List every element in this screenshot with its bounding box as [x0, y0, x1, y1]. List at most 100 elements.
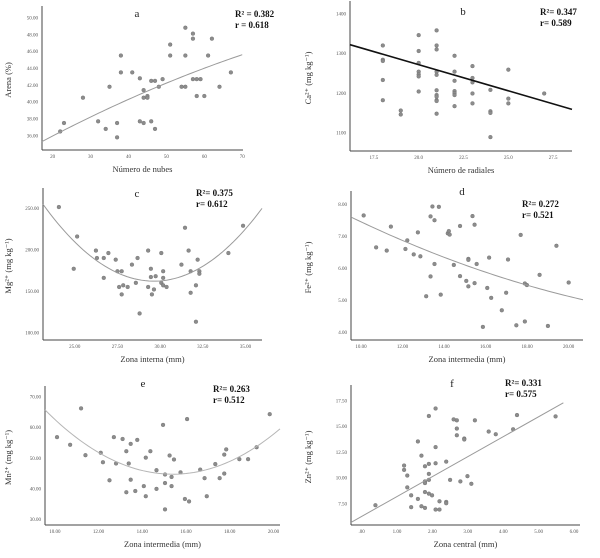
fit-line	[42, 203, 263, 282]
data-point	[409, 493, 414, 498]
data-point	[78, 406, 84, 411]
data-point	[56, 204, 61, 210]
r-squared-label: R²= 0.375	[196, 188, 233, 198]
data-point	[553, 414, 558, 419]
data-point	[224, 447, 229, 452]
data-point	[190, 31, 196, 36]
data-point	[506, 67, 511, 72]
y-tick-label: 40.00	[30, 487, 42, 492]
data-point	[183, 25, 188, 30]
data-point	[457, 274, 463, 279]
x-tick-label: 25.0	[504, 156, 513, 161]
x-tick-label: 27.50	[112, 345, 124, 350]
data-point	[486, 429, 491, 434]
y-tick-label: 38.00	[27, 118, 39, 123]
data-point	[195, 257, 200, 262]
data-point	[506, 96, 511, 101]
data-point	[487, 255, 492, 260]
data-point	[107, 84, 112, 89]
r-squared-label: R²= 0.263	[213, 384, 250, 394]
data-point	[452, 53, 457, 58]
data-point	[162, 480, 168, 486]
r-squared-label: R²= 0.272	[522, 199, 559, 209]
data-point	[504, 290, 509, 295]
panel-letter: c	[135, 188, 140, 200]
data-point	[151, 287, 157, 292]
data-point	[485, 285, 490, 291]
data-point	[75, 234, 80, 239]
data-point	[186, 248, 191, 253]
data-point	[466, 284, 471, 289]
panel-letter: f	[450, 378, 454, 390]
data-point	[149, 119, 154, 124]
y-tick-label: 1400	[336, 13, 347, 18]
data-point	[154, 468, 159, 473]
x-tick-label: 32.50	[197, 345, 209, 350]
data-point	[179, 84, 184, 89]
data-point	[470, 101, 475, 106]
y-tick-label: 7.00	[338, 235, 347, 240]
data-point	[438, 292, 443, 297]
panel-f: .00 1.00 2.00 3.00 4.00 5.00 6.00 7.50 10.00 12.5…	[303, 378, 580, 549]
y-tick-label: 36.00	[27, 134, 39, 139]
data-point	[130, 70, 135, 75]
y-tick-label: 42.00	[27, 84, 39, 89]
data-point	[152, 78, 158, 83]
data-point	[380, 77, 385, 83]
data-point	[209, 36, 215, 41]
y-tick-label: 12.50	[336, 451, 348, 456]
data-point	[474, 261, 479, 267]
panel-a: 20 30 40 50 60 70 36.00 38.00 40.00 42.00 44.00 46.…	[3, 6, 275, 174]
y-tick-label: 1200	[336, 92, 347, 97]
panel-b: 17.5 20.0 22.5 25.0 27.5 1100 1200 1300 1400 Núme…	[303, 1, 577, 175]
panel-c: 25.00 27.50 30.00 32.50 35.00 100.00 150.00 200…	[3, 188, 263, 364]
data-point	[384, 248, 389, 253]
data-point	[111, 435, 116, 440]
data-point	[120, 436, 125, 442]
data-point	[480, 324, 485, 330]
data-point	[171, 457, 177, 462]
x-tick-label: 70	[240, 155, 246, 160]
data-point	[71, 266, 76, 271]
x-tick-label: 1.00	[393, 530, 402, 535]
x-tick-label: .00	[358, 530, 365, 535]
data-point	[398, 112, 403, 117]
data-point	[470, 63, 475, 69]
y-tick-label: 8.00	[338, 203, 347, 208]
data-point	[472, 222, 477, 227]
data-point	[143, 455, 148, 460]
data-point	[554, 243, 559, 248]
data-point	[488, 87, 493, 93]
data-point	[113, 257, 118, 262]
panel-letter: a	[135, 8, 140, 20]
data-point	[488, 110, 493, 116]
y-tick-label: 70.00	[30, 396, 42, 401]
x-tick-label: 2.00	[428, 530, 437, 535]
data-point	[119, 269, 124, 274]
x-tick-label: 30	[88, 155, 94, 160]
data-point	[398, 108, 403, 113]
data-point	[190, 36, 196, 41]
correlation-label: r = 0.618	[235, 20, 269, 30]
y-tick-label: 60.00	[30, 426, 42, 431]
data-point	[447, 232, 452, 237]
data-point	[94, 255, 100, 261]
data-point	[222, 471, 227, 476]
data-point	[416, 48, 421, 54]
data-point	[226, 250, 231, 256]
x-axis-label: Número de nubes	[113, 164, 173, 174]
data-point	[506, 101, 511, 106]
data-point	[469, 481, 474, 486]
data-point	[143, 494, 148, 499]
data-point	[426, 413, 431, 419]
x-tick-label: 14.00	[438, 345, 450, 350]
data-point	[419, 504, 424, 509]
data-point	[434, 72, 439, 77]
data-point	[182, 225, 188, 230]
data-point	[415, 230, 420, 235]
fit-line	[350, 402, 564, 523]
x-tick-label: 6.00	[570, 530, 579, 535]
x-tick-label: 40	[126, 155, 132, 160]
data-point	[416, 74, 421, 79]
x-axis-label: Zona intermedia (mm)	[429, 354, 506, 364]
